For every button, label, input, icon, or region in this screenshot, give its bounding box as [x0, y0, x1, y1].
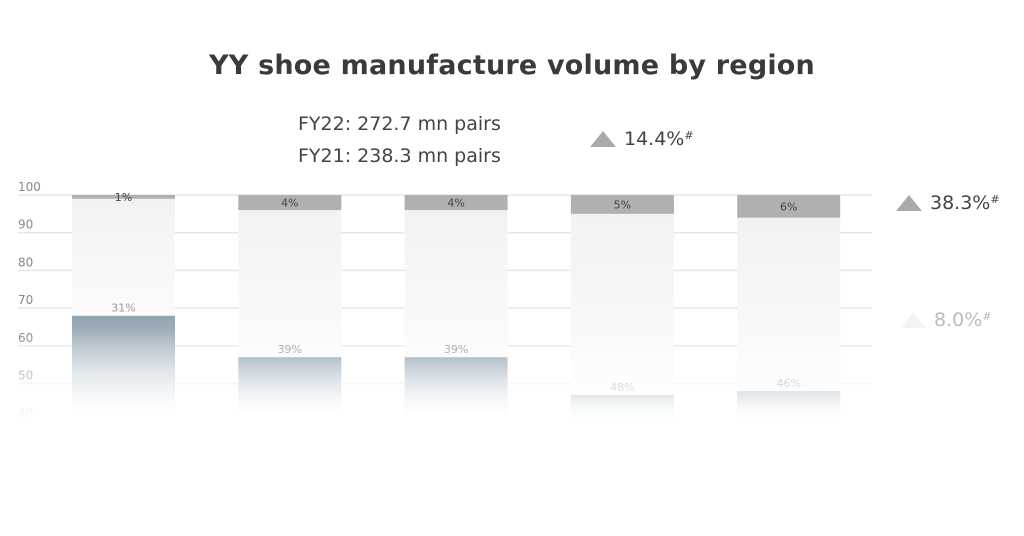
- bar-segment: [72, 315, 175, 430]
- y-tick-label: 40: [18, 406, 33, 420]
- fy21-label: FY21: 238.3 mn pairs: [298, 145, 501, 167]
- data-label: 39%: [444, 343, 468, 356]
- bar-segment: [570, 394, 674, 430]
- data-label: 5%: [614, 198, 631, 211]
- bar-segment: [404, 210, 508, 358]
- y-tick-label: 80: [18, 255, 33, 269]
- data-label: 4%: [281, 197, 298, 210]
- bar-segment: [570, 213, 674, 395]
- growth-total-annotation: 14.4% #: [590, 128, 694, 150]
- data-label: 1%: [115, 191, 132, 204]
- data-label: 46%: [776, 377, 800, 390]
- data-label: 48%: [610, 381, 634, 394]
- up-triangle-icon: [590, 131, 616, 147]
- up-triangle-icon: [900, 312, 926, 328]
- y-tick-label: 50: [18, 369, 33, 383]
- bar-segment: [570, 195, 674, 214]
- growth-mid-value: 8.0%: [934, 309, 983, 331]
- footnote-mark: #: [684, 128, 694, 142]
- footnote-mark: #: [990, 192, 1000, 206]
- bar-segment: [404, 195, 508, 211]
- growth-mid-annotation: 8.0% #: [900, 309, 992, 331]
- bar-segment: [72, 195, 175, 199]
- chart-title: YY shoe manufacture volume by region: [209, 50, 815, 81]
- y-tick-label: 90: [18, 218, 33, 232]
- bar-segment: [404, 357, 508, 430]
- fy22-label: FY22: 272.7 mn pairs: [298, 113, 501, 135]
- up-triangle-icon: [896, 195, 922, 211]
- bar-segment: [238, 195, 342, 211]
- bar-segment: [238, 210, 342, 358]
- data-label: 39%: [278, 343, 302, 356]
- stacked-bar-chart: 100 90 80 70 60 50 40 31% 1% 39% 4% 39% 4% 48% 5% 46% 6…: [18, 180, 872, 430]
- y-tick-label: 70: [18, 293, 33, 307]
- y-tick-label: 100: [18, 180, 41, 194]
- growth-total-value: 14.4%: [624, 128, 685, 150]
- data-label: 31%: [111, 302, 135, 315]
- growth-top-annotation: 38.3% #: [896, 192, 1000, 214]
- bar-segment: [737, 217, 841, 392]
- bar-segment: [238, 357, 342, 430]
- data-label: 6%: [780, 200, 797, 213]
- bar-segment: [737, 391, 841, 430]
- bar-segment: [72, 198, 175, 316]
- data-label: 4%: [447, 197, 464, 210]
- footnote-mark: #: [982, 309, 992, 323]
- y-tick-label: 60: [18, 331, 33, 345]
- growth-top-value: 38.3%: [930, 192, 991, 214]
- bar-segment: [737, 195, 841, 218]
